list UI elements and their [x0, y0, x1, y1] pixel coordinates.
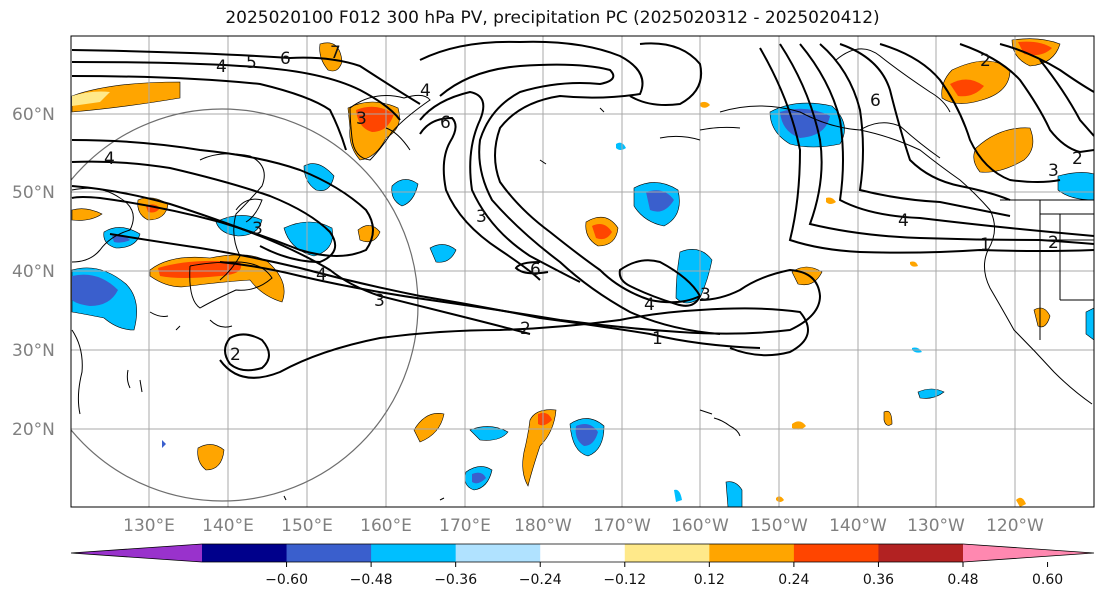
contour-label: 3 [252, 219, 263, 239]
graticule [71, 36, 1094, 507]
contour-label: 6 [870, 91, 881, 111]
lon-label: 180°W [514, 516, 572, 536]
contour-label: 4 [216, 57, 227, 77]
contour-label: 3 [356, 109, 367, 129]
contour-label: 4 [898, 211, 909, 231]
contour-label: 4 [316, 265, 327, 285]
pv-contours [71, 40, 1094, 379]
lat-label: 20°N [12, 420, 55, 440]
colorbar-tick-label: 0.36 [863, 572, 894, 588]
contour-label: 4 [644, 295, 655, 315]
colorbar-tick-label: −0.48 [350, 572, 393, 588]
latitude-labels: 60°N 50°N 40°N 30°N 20°N [12, 105, 55, 440]
map-layers: 4 5 6 7 3 4 6 3 4 3 2 1 4 3 2 6 3 1 2 4 … [71, 36, 1094, 507]
colorbar-tick-label: −0.12 [603, 572, 646, 588]
colorbar-tick-label: −0.60 [265, 572, 308, 588]
lat-label: 60°N [12, 105, 55, 125]
lon-label: 140°W [829, 516, 887, 536]
lon-label: 160°W [671, 516, 729, 536]
contour-label: 2 [230, 345, 241, 365]
contour-label: 5 [246, 53, 257, 73]
map-title: 2025020100 F012 300 hPa PV, precipitatio… [225, 8, 880, 28]
colorbar-tick-label: 0.24 [778, 572, 809, 588]
contour-label: 3 [1048, 161, 1059, 181]
colorbar-swatch [371, 544, 457, 562]
colorbar-tick-label: 0.48 [947, 572, 978, 588]
lon-label: 170°E [439, 516, 491, 536]
colorbar-swatch [793, 544, 879, 562]
colorbar-swatch [455, 544, 541, 562]
contour-label: 2 [1048, 233, 1059, 253]
colorbar-swatch [202, 544, 288, 562]
colorbar-tick-label: 0.12 [694, 572, 725, 588]
colorbar-swatch [709, 544, 795, 562]
lon-label: 120°W [986, 516, 1044, 536]
contour-label: 2 [980, 51, 991, 71]
colorbar [70, 543, 1095, 563]
contour-label: 3 [374, 291, 385, 311]
colorbar-extend-min [71, 544, 202, 562]
lon-label: 150°W [750, 516, 808, 536]
contour-label: 2 [520, 319, 531, 339]
colorbar-tick-label: −0.24 [519, 572, 562, 588]
contour-label: 6 [280, 49, 291, 69]
colorbar-tick-label: 0.60 [1032, 572, 1063, 588]
contour-label: 3 [700, 285, 711, 305]
contour-labels: 4 5 6 7 3 4 6 3 4 3 2 1 4 3 2 6 3 1 2 4 … [104, 43, 1083, 365]
lat-label: 30°N [12, 341, 55, 361]
map-frame [70, 35, 1095, 508]
colorbar-tick-label: −0.36 [434, 572, 477, 588]
lon-label: 150°E [281, 516, 333, 536]
lat-label: 40°N [12, 262, 55, 282]
contour-label: 7 [330, 43, 341, 63]
longitude-labels: 130°E 140°E 150°E 160°E 170°E 180°W 170°… [123, 516, 1044, 536]
colorbar-swatch [540, 544, 626, 562]
colorbar-outline [70, 543, 1095, 563]
contour-label: 4 [420, 81, 431, 101]
colorbar-extend-max [963, 544, 1094, 562]
coastlines [71, 48, 1094, 501]
lon-label: 170°W [593, 516, 651, 536]
lon-label: 140°E [202, 516, 254, 536]
contour-label: 2 [1072, 149, 1083, 169]
colorbar-swatch [286, 544, 372, 562]
colorbar-swatch [624, 544, 710, 562]
colorbar-ticks: −0.60 −0.48 −0.36 −0.24 −0.12 0.12 0.24 0.36 0.4… [265, 562, 1063, 588]
contour-label: 1 [980, 235, 991, 255]
lon-label: 160°E [360, 516, 412, 536]
contour-label: 6 [530, 260, 541, 280]
colorbar-swatch [878, 544, 964, 562]
contour-label: 3 [476, 207, 487, 227]
contour-label: 6 [440, 113, 451, 133]
lat-label: 50°N [12, 183, 55, 203]
lon-label: 130°E [123, 516, 175, 536]
contour-label: 4 [104, 149, 115, 169]
contour-label: 1 [652, 329, 663, 349]
lon-label: 130°W [907, 516, 965, 536]
